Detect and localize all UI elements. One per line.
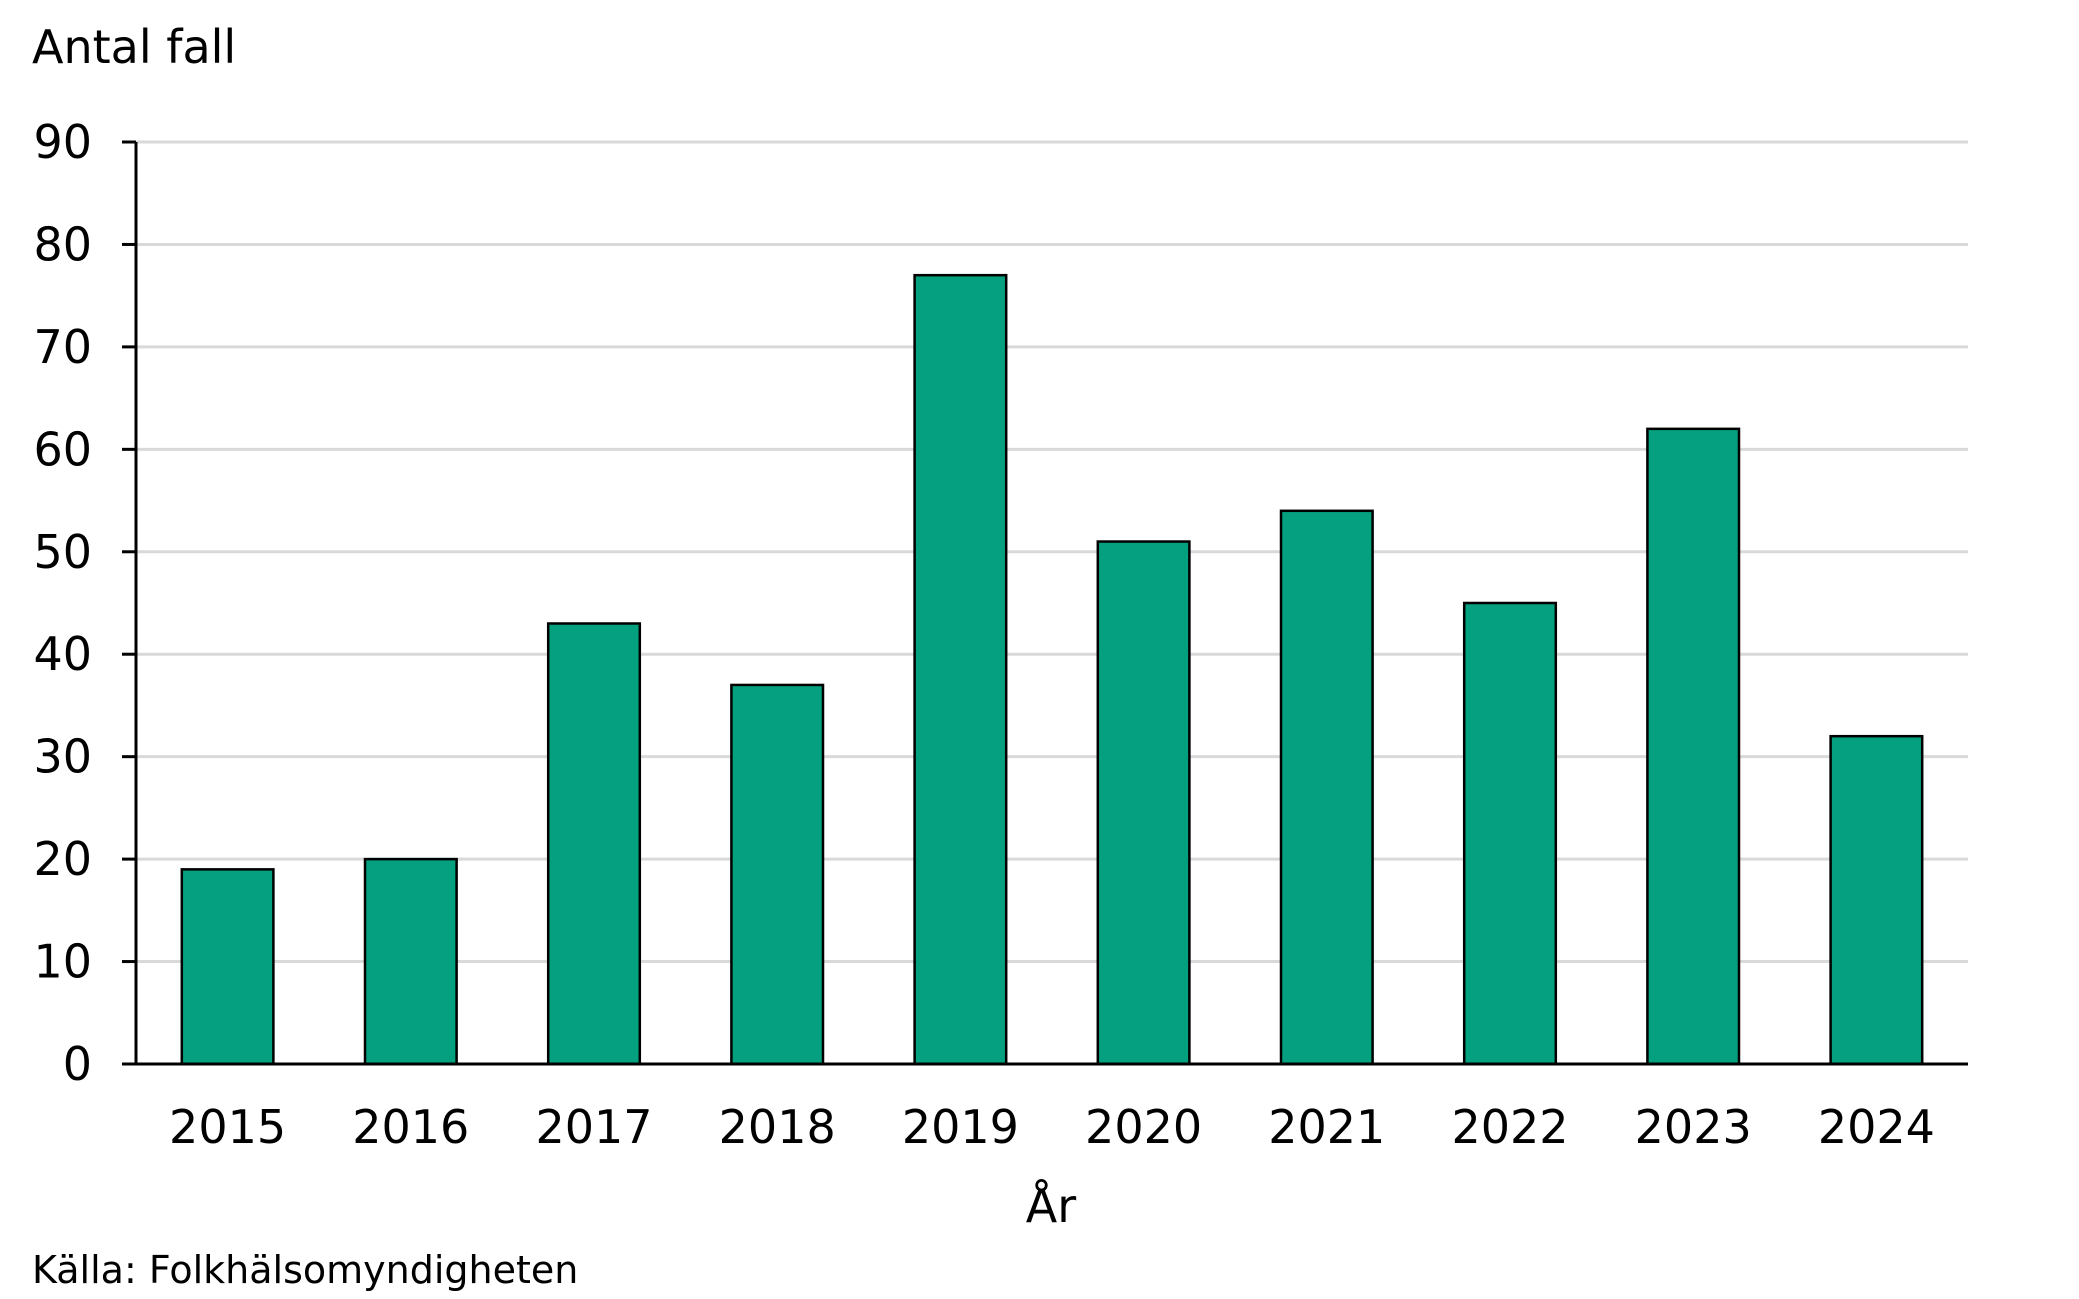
bar-2024 [1829, 734, 1924, 1066]
y-tick-label: 10 [33, 935, 92, 989]
y-tick-label: 0 [63, 1037, 92, 1091]
y-tick-label: 90 [33, 115, 92, 169]
y-axis-title: Antal fall [32, 20, 237, 74]
bar-2019 [913, 273, 1008, 1066]
y-ticks: 0 10 20 30 40 50 60 70 80 90 [33, 115, 136, 1091]
bar-2018 [730, 683, 825, 1066]
bar-2016 [363, 857, 458, 1066]
y-tick-label: 60 [33, 422, 92, 476]
x-tick-label: 2017 [535, 1100, 652, 1154]
axes [122, 142, 1968, 1066]
bar-2022 [1462, 601, 1558, 1066]
y-tick-label: 40 [33, 627, 92, 681]
y-tick-label: 20 [33, 832, 92, 886]
x-tick-label: 2020 [1085, 1100, 1202, 1154]
bar-2021 [1279, 509, 1374, 1066]
x-tick-label: 2024 [1818, 1100, 1935, 1154]
y-tick-label: 80 [33, 217, 92, 271]
x-axis-title: År [1026, 1179, 1076, 1233]
x-tick-label: 2023 [1635, 1100, 1752, 1154]
x-ticks: 2015 2016 2017 2018 2019 2020 2021 2022 2023 2024 [169, 1100, 1935, 1154]
bar-2015 [180, 868, 275, 1066]
bar-2023 [1646, 427, 1741, 1066]
x-tick-label: 2021 [1268, 1100, 1385, 1154]
y-tick-label: 70 [33, 320, 92, 374]
source-note: Källa: Folkhälsomyndigheten [32, 1248, 579, 1292]
x-tick-label: 2015 [169, 1100, 286, 1154]
x-tick-label: 2016 [352, 1100, 469, 1154]
x-tick-label: 2019 [902, 1100, 1019, 1154]
x-tick-label: 2022 [1451, 1100, 1568, 1154]
y-tick-label: 50 [33, 525, 92, 579]
bar-2020 [1096, 540, 1191, 1066]
y-tick-label: 30 [33, 730, 92, 784]
bar-2017 [546, 622, 642, 1066]
x-tick-label: 2018 [719, 1100, 836, 1154]
bars [180, 273, 1924, 1066]
